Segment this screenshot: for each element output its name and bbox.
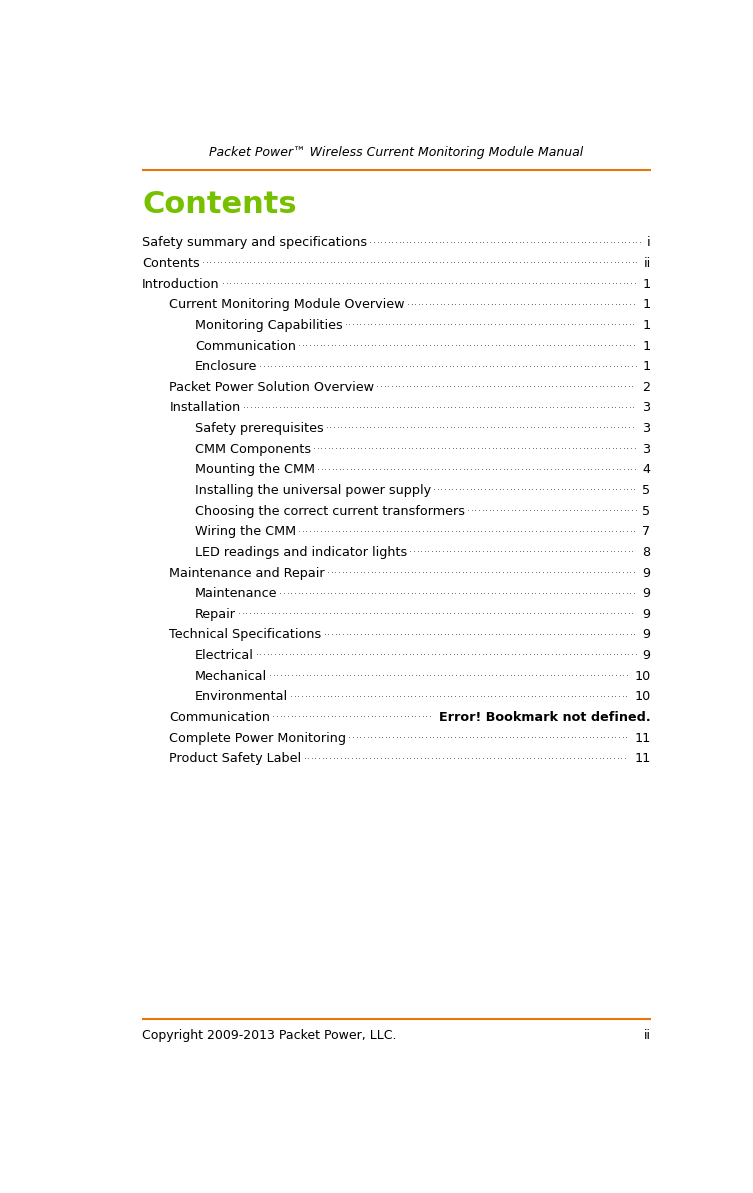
Text: Communication: Communication (169, 711, 270, 724)
Text: Packet Power Solution Overview: Packet Power Solution Overview (169, 381, 374, 394)
Text: Wiring the CMM: Wiring the CMM (195, 525, 296, 538)
Text: ii: ii (644, 1030, 651, 1043)
Text: Error! Bookmark not defined.: Error! Bookmark not defined. (439, 711, 651, 724)
Text: 8: 8 (642, 546, 651, 558)
Text: LED readings and indicator lights: LED readings and indicator lights (195, 546, 407, 558)
Text: Contents: Contents (142, 256, 200, 270)
Text: ii: ii (643, 256, 651, 270)
Text: Packet Power™ Wireless Current Monitoring Module Manual: Packet Power™ Wireless Current Monitorin… (209, 147, 584, 160)
Text: i: i (647, 236, 651, 249)
Text: 5: 5 (642, 505, 651, 518)
Text: Product Safety Label: Product Safety Label (169, 753, 301, 765)
Text: 1: 1 (642, 278, 651, 291)
Text: 1: 1 (642, 360, 651, 373)
Text: 5: 5 (642, 484, 651, 497)
Text: Electrical: Electrical (195, 649, 254, 662)
Text: Environmental: Environmental (195, 691, 288, 704)
Text: 2: 2 (642, 381, 651, 394)
Text: Enclosure: Enclosure (195, 360, 258, 373)
Text: Technical Specifications: Technical Specifications (169, 629, 322, 642)
Text: 1: 1 (642, 298, 651, 311)
Text: Mounting the CMM: Mounting the CMM (195, 463, 315, 476)
Text: 10: 10 (634, 691, 651, 704)
Text: Mechanical: Mechanical (195, 669, 267, 682)
Text: Installation: Installation (169, 401, 240, 414)
Text: 3: 3 (642, 401, 651, 414)
Text: Choosing the correct current transformers: Choosing the correct current transformer… (195, 505, 465, 518)
Text: 11: 11 (634, 731, 651, 744)
Text: Copyright 2009-2013 Packet Power, LLC.: Copyright 2009-2013 Packet Power, LLC. (142, 1030, 397, 1043)
Text: 3: 3 (642, 443, 651, 456)
Text: 7: 7 (642, 525, 651, 538)
Text: 1: 1 (642, 340, 651, 352)
Text: 9: 9 (642, 649, 651, 662)
Text: Maintenance and Repair: Maintenance and Repair (169, 567, 325, 580)
Text: 4: 4 (642, 463, 651, 476)
Text: 9: 9 (642, 607, 651, 620)
Text: 11: 11 (634, 753, 651, 765)
Text: 3: 3 (642, 422, 651, 435)
Text: CMM Components: CMM Components (195, 443, 311, 456)
Text: Communication: Communication (195, 340, 296, 352)
Text: Current Monitoring Module Overview: Current Monitoring Module Overview (169, 298, 405, 311)
Text: Monitoring Capabilities: Monitoring Capabilities (195, 319, 343, 332)
Text: 9: 9 (642, 629, 651, 642)
Text: Installing the universal power supply: Installing the universal power supply (195, 484, 431, 497)
Text: 10: 10 (634, 669, 651, 682)
Text: Safety summary and specifications: Safety summary and specifications (142, 236, 367, 249)
Text: Maintenance: Maintenance (195, 587, 277, 600)
Text: 1: 1 (642, 319, 651, 332)
Text: 9: 9 (642, 567, 651, 580)
Text: Complete Power Monitoring: Complete Power Monitoring (169, 731, 346, 744)
Text: Contents: Contents (142, 190, 297, 220)
Text: Safety prerequisites: Safety prerequisites (195, 422, 324, 435)
Text: 9: 9 (642, 587, 651, 600)
Text: Introduction: Introduction (142, 278, 220, 291)
Text: Repair: Repair (195, 607, 236, 620)
